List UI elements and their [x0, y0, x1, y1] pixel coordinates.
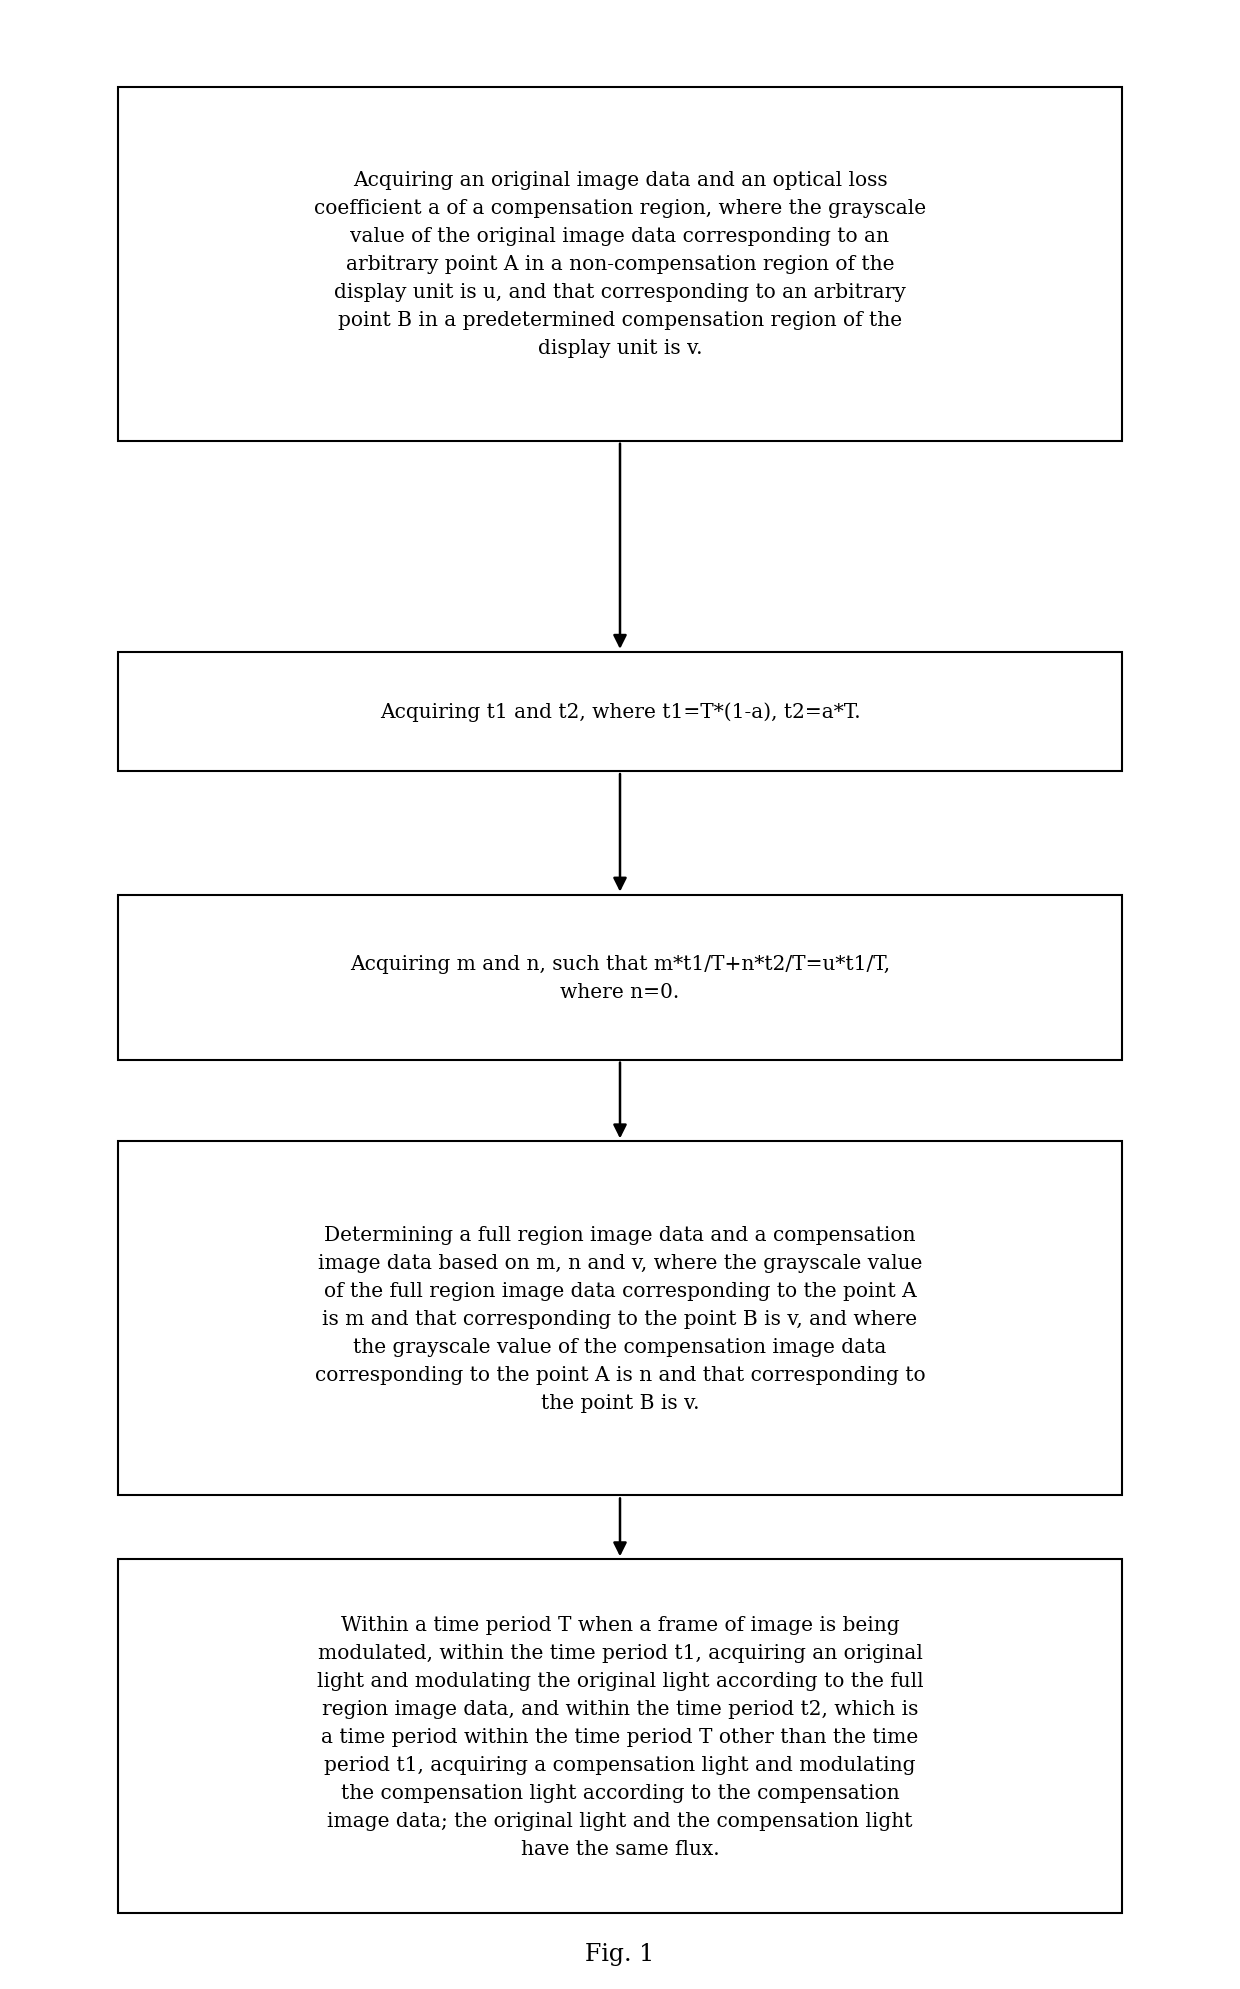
Text: Fig. 1: Fig. 1	[585, 1941, 655, 1965]
FancyBboxPatch shape	[118, 652, 1122, 772]
Text: Acquiring m and n, such that m*t1/T+n*t2/T=u*t1/T,
where n=0.: Acquiring m and n, such that m*t1/T+n*t2…	[350, 955, 890, 1000]
FancyBboxPatch shape	[118, 88, 1122, 442]
FancyBboxPatch shape	[118, 1559, 1122, 1913]
FancyBboxPatch shape	[118, 895, 1122, 1060]
FancyBboxPatch shape	[118, 1142, 1122, 1496]
Text: Acquiring t1 and t2, where t1=T*(1-a), t2=a*T.: Acquiring t1 and t2, where t1=T*(1-a), t…	[379, 702, 861, 722]
Text: Within a time period T when a frame of image is being
modulated, within the time: Within a time period T when a frame of i…	[316, 1615, 924, 1858]
Text: Determining a full region image data and a compensation
image data based on m, n: Determining a full region image data and…	[315, 1225, 925, 1412]
Text: Acquiring an original image data and an optical loss
coefficient a of a compensa: Acquiring an original image data and an …	[314, 171, 926, 358]
